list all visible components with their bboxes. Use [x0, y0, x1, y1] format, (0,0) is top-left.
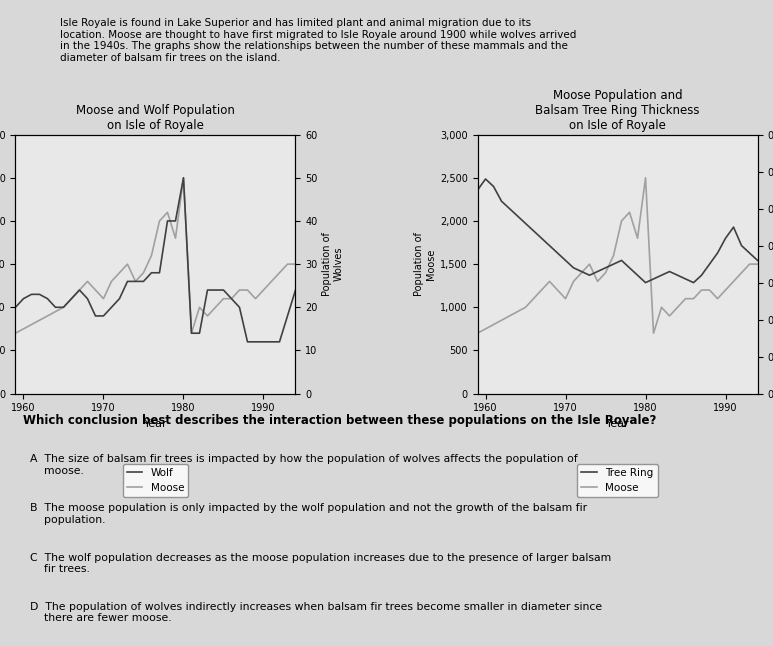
Text: D  The population of wolves indirectly increases when balsam fir trees become sm: D The population of wolves indirectly in…: [30, 602, 602, 623]
Title: Moose Population and
Balsam Tree Ring Thickness
on Isle of Royale: Moose Population and Balsam Tree Ring Th…: [535, 89, 700, 132]
Text: C  The wolf population decreases as the moose population increases due to the pr: C The wolf population decreases as the m…: [30, 552, 611, 574]
Legend: Tree Ring, Moose: Tree Ring, Moose: [577, 464, 658, 497]
Y-axis label: Population of
Wolves: Population of Wolves: [322, 232, 343, 296]
Text: B  The moose population is only impacted by the wolf population and not the grow: B The moose population is only impacted …: [30, 503, 587, 525]
Y-axis label: Population of
Moose: Population of Moose: [414, 232, 436, 296]
X-axis label: Year: Year: [144, 419, 167, 429]
X-axis label: Year: Year: [606, 419, 629, 429]
Legend: Wolf, Moose: Wolf, Moose: [123, 464, 189, 497]
Text: Isle Royale is found in Lake Superior and has limited plant and animal migration: Isle Royale is found in Lake Superior an…: [60, 18, 577, 63]
Text: A  The size of balsam fir trees is impacted by how the population of wolves affe: A The size of balsam fir trees is impact…: [30, 454, 578, 475]
Text: Which conclusion best describes the interaction between these populations on the: Which conclusion best describes the inte…: [23, 414, 656, 427]
Title: Moose and Wolf Population
on Isle of Royale: Moose and Wolf Population on Isle of Roy…: [76, 104, 235, 132]
